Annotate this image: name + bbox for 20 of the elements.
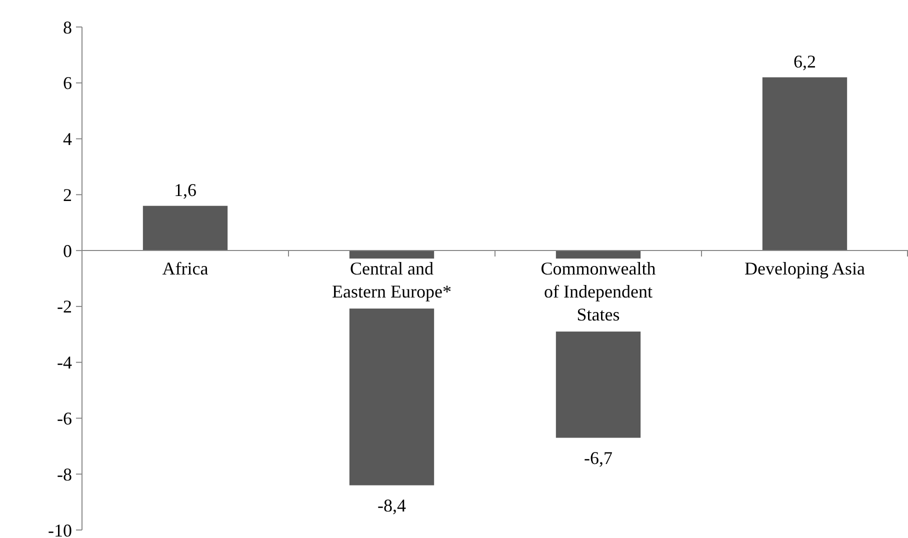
y-tick-label: 8 (63, 17, 72, 38)
y-tick-label: -2 (57, 296, 72, 317)
data-label: -8,4 (378, 495, 406, 516)
data-label: 1,6 (174, 180, 196, 200)
data-label: 6,2 (794, 51, 816, 72)
x-tick-label: Central and Eastern Europe* (332, 258, 452, 302)
y-tick-label: 4 (63, 129, 72, 150)
x-tick-label: Africa (162, 258, 208, 279)
x-tick-label: Developing Asia (744, 258, 865, 279)
y-tick-label: -10 (48, 520, 72, 538)
x-tick-label: Commonwealth of Independent States (540, 258, 656, 325)
y-tick-label: 0 (63, 240, 72, 261)
data-label: -6,7 (584, 448, 612, 468)
y-tick-label: 6 (63, 73, 72, 94)
y-tick-label: -4 (57, 352, 72, 373)
y-tick-label: 2 (63, 184, 72, 205)
y-tick-label: -6 (57, 408, 72, 429)
bar (762, 77, 848, 251)
bar (142, 206, 228, 251)
y-tick-label: -8 (57, 464, 72, 484)
